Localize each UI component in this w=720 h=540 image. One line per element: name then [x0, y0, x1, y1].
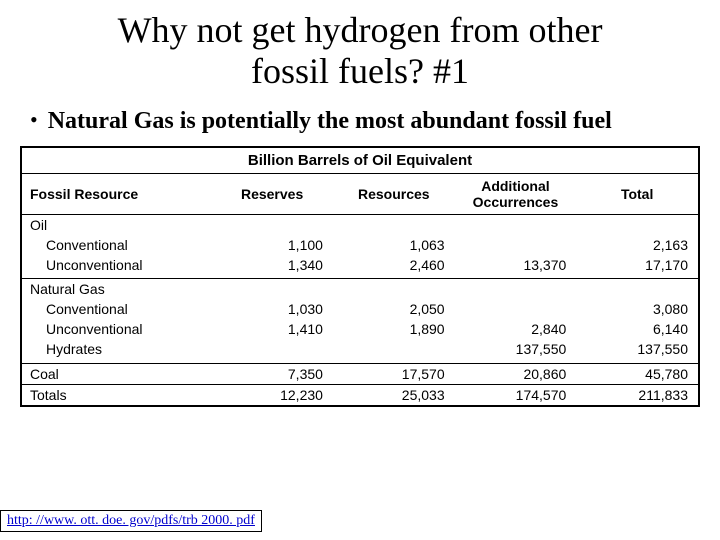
- group-label-totals: Totals: [22, 384, 211, 405]
- table-row: Oil: [22, 214, 698, 235]
- cell: 137,550: [576, 339, 698, 359]
- bullet-dot-icon: •: [30, 107, 38, 133]
- col-header-resources: Resources: [333, 174, 455, 215]
- cell: 2,460: [333, 255, 455, 275]
- cell: 6,140: [576, 319, 698, 339]
- table-row: Conventional 1,030 2,050 3,080: [22, 299, 698, 319]
- cell: [455, 299, 577, 319]
- cell: 12,230: [211, 384, 333, 405]
- col-header-additional: Additional Occurrences: [455, 174, 577, 215]
- col-header-additional-l1: Additional: [481, 178, 549, 194]
- table-row: Hydrates 137,550 137,550: [22, 339, 698, 359]
- cell: 45,780: [576, 363, 698, 384]
- cell: 20,860: [455, 363, 577, 384]
- cell: 13,370: [455, 255, 577, 275]
- cell: [211, 339, 333, 359]
- cell: Unconventional: [22, 255, 211, 275]
- table-row: Coal 7,350 17,570 20,860 45,780: [22, 363, 698, 384]
- group-label-gas: Natural Gas: [22, 279, 211, 300]
- cell: Conventional: [22, 299, 211, 319]
- cell: 1,030: [211, 299, 333, 319]
- table-row: Natural Gas: [22, 279, 698, 300]
- fossil-table: Fossil Resource Reserves Resources Addit…: [22, 174, 698, 405]
- cell: 174,570: [455, 384, 577, 405]
- table-title: Billion Barrels of Oil Equivalent: [22, 148, 698, 174]
- cell: Conventional: [22, 235, 211, 255]
- cell: 1,340: [211, 255, 333, 275]
- col-header-reserves: Reserves: [211, 174, 333, 215]
- cell: 1,063: [333, 235, 455, 255]
- cell: 2,163: [576, 235, 698, 255]
- cell: 3,080: [576, 299, 698, 319]
- col-header-resource: Fossil Resource: [22, 174, 211, 215]
- cell: 1,100: [211, 235, 333, 255]
- cell: 1,410: [211, 319, 333, 339]
- citation-box: http: //www. ott. doe. gov/pdfs/trb 2000…: [0, 510, 262, 532]
- cell: Hydrates: [22, 339, 211, 359]
- cell: [455, 235, 577, 255]
- cell: 2,840: [455, 319, 577, 339]
- cell: 211,833: [576, 384, 698, 405]
- cell: 7,350: [211, 363, 333, 384]
- cell: 17,570: [333, 363, 455, 384]
- title-line-1: Why not get hydrogen from other: [118, 10, 603, 50]
- cell: 1,890: [333, 319, 455, 339]
- slide: Why not get hydrogen from other fossil f…: [0, 0, 720, 540]
- cell: [333, 339, 455, 359]
- table-row: Unconventional 1,410 1,890 2,840 6,140: [22, 319, 698, 339]
- bullet-item: • Natural Gas is potentially the most ab…: [30, 107, 700, 136]
- citation-link[interactable]: http: //www. ott. doe. gov/pdfs/trb 2000…: [7, 513, 255, 528]
- cell: 25,033: [333, 384, 455, 405]
- cell: 2,050: [333, 299, 455, 319]
- group-label-oil: Oil: [22, 214, 211, 235]
- table-row: Conventional 1,100 1,063 2,163: [22, 235, 698, 255]
- cell: 17,170: [576, 255, 698, 275]
- title-line-2: fossil fuels? #1: [251, 51, 469, 91]
- col-header-total: Total: [576, 174, 698, 215]
- slide-title: Why not get hydrogen from other fossil f…: [40, 10, 680, 93]
- table-row: Totals 12,230 25,033 174,570 211,833: [22, 384, 698, 405]
- table-row: Unconventional 1,340 2,460 13,370 17,170: [22, 255, 698, 275]
- header-row: Fossil Resource Reserves Resources Addit…: [22, 174, 698, 215]
- group-label-coal: Coal: [22, 363, 211, 384]
- data-table: Billion Barrels of Oil Equivalent Fossil…: [20, 146, 700, 407]
- bullet-text: Natural Gas is potentially the most abun…: [48, 107, 612, 136]
- cell: 137,550: [455, 339, 577, 359]
- col-header-additional-l2: Occurrences: [473, 194, 559, 210]
- cell: Unconventional: [22, 319, 211, 339]
